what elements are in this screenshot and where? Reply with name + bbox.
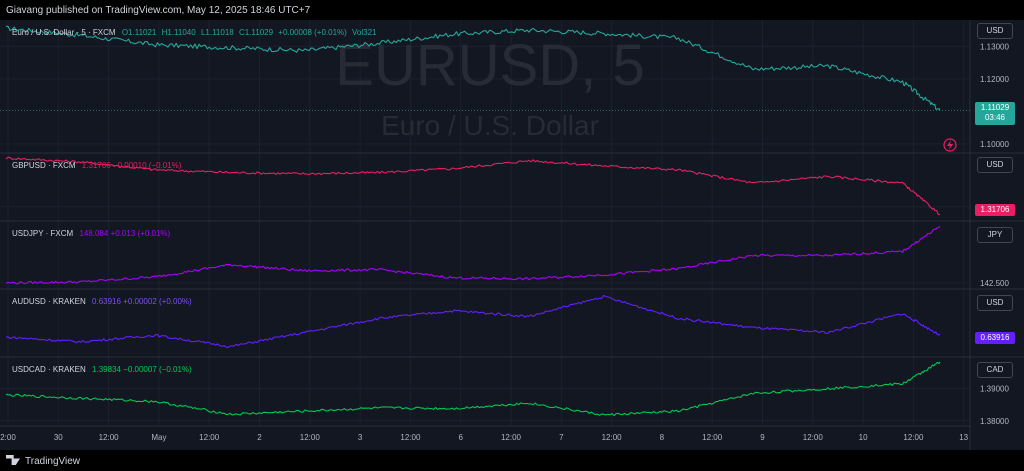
lightning-icon[interactable]: [943, 138, 957, 152]
time-tick-label: May: [151, 433, 166, 442]
tradingview-logo-text: TradingView: [25, 456, 81, 467]
series-line-gbpusd: [5, 156, 941, 216]
time-axis-ticks: 2:00 30 12:00 May 12:00 2 12:00 3 12:00 6 12:00 7 12…: [0, 433, 968, 442]
bar-countdown: 03:46: [984, 113, 1006, 122]
price-tick-label: 1.38000: [980, 417, 1009, 426]
legend-quote: 1.39834 −0.00007 (−0.01%): [92, 365, 192, 374]
time-tick-label: 12:00: [199, 433, 220, 442]
legend-symbol: AUDUSD · KRAKEN: [12, 297, 86, 306]
time-tick-label: 12:00: [903, 433, 924, 442]
last-price-tag-gbpusd: 1.31706: [975, 204, 1015, 216]
tradingview-logo[interactable]: TradingView: [6, 455, 80, 467]
legend-symbol: GBPUSD · FXCM: [12, 161, 76, 170]
series-line-audusd: [6, 294, 941, 348]
currency-label-cad[interactable]: CAD: [977, 362, 1013, 378]
publish-header-text: Giavang published on TradingView.com, Ma…: [6, 5, 311, 16]
legend-gbpusd: GBPUSD · FXCM 1.31706 −0.00010 (−0.01%): [12, 161, 181, 170]
legend-symbol: USDCAD · KRAKEN: [12, 365, 86, 374]
series-lines: [0, 25, 970, 417]
time-tick-label: 2: [257, 433, 262, 442]
pane-separators[interactable]: [0, 20, 1024, 450]
legend-open: O1.11021: [121, 28, 157, 37]
currency-label-usd[interactable]: USD: [977, 157, 1013, 173]
multi-pane-chart[interactable]: EURUSD, 5 Euro / U.S. Dollar 1.13000 1.12…: [0, 20, 1024, 450]
price-tick-label: 1.10000: [980, 140, 1009, 149]
legend-symbol: Euro / U.S. Dollar · 5 · FXCM: [12, 28, 116, 37]
legend-usdcad: USDCAD · KRAKEN 1.39834 −0.00007 (−0.01%…: [12, 365, 192, 374]
time-tick-label: 12:00: [602, 433, 623, 442]
tradingview-logo-icon: [6, 455, 20, 465]
watermark-name: Euro / U.S. Dollar: [381, 110, 599, 141]
price-tick-label: 142.500: [980, 279, 1009, 288]
time-tick-label: 12:00: [501, 433, 522, 442]
time-tick-label: 2:00: [0, 433, 16, 442]
legend-quote: 1.31706 −0.00010 (−0.01%): [81, 161, 182, 170]
legend-close: C1.11029: [238, 28, 274, 37]
time-tick-label: 3: [358, 433, 363, 442]
price-tick-label: 1.39000: [980, 385, 1009, 394]
legend-symbol: USDJPY · FXCM: [12, 229, 74, 238]
time-tick-label: 30: [54, 433, 63, 442]
currency-label-usd[interactable]: USD: [977, 23, 1013, 39]
series-line-usdjpy: [5, 225, 941, 285]
time-tick-label: 12:00: [300, 433, 321, 442]
price-tick-label: 1.13000: [980, 42, 1009, 51]
legend-low: L1.11018: [200, 28, 234, 37]
time-tick-label: 13: [959, 433, 968, 442]
time-tick-label: 6: [458, 433, 463, 442]
chart-frame[interactable]: EURUSD, 5 Euro / U.S. Dollar 1.13000 1.12…: [0, 20, 1024, 450]
last-price-tag-eurusd: 1.11029 03:46: [975, 102, 1015, 125]
currency-label-usd[interactable]: USD: [977, 295, 1013, 311]
legend-change: +0.00008 (+0.01%): [278, 28, 347, 37]
legend-quote: 0.63916 +0.00002 (+0.00%): [92, 297, 192, 306]
currency-label-jpy[interactable]: JPY: [977, 227, 1013, 243]
legend-high: H1.11040: [161, 28, 196, 37]
time-tick-label: 8: [660, 433, 665, 442]
time-tick-label: 10: [859, 433, 868, 442]
time-tick-label: 12:00: [400, 433, 421, 442]
last-price-value: 1.11029: [980, 103, 1010, 112]
legend-eurusd: Euro / U.S. Dollar · 5 · FXCM O1.11021 H…: [12, 28, 377, 37]
price-tick-label: 1.12000: [980, 75, 1009, 84]
legend-volume: Vol321: [352, 28, 377, 37]
legend-usdjpy: USDJPY · FXCM 148.084 +0.013 (+0.01%): [12, 229, 170, 238]
time-tick-label: 12:00: [99, 433, 120, 442]
last-price-tag-audusd: 0.63916: [975, 332, 1015, 344]
footer-bar: TradingView: [0, 450, 1024, 471]
series-line-eurusd: [6, 25, 941, 111]
time-tick-label: 9: [760, 433, 765, 442]
legend-quote: 148.084 +0.013 (+0.01%): [79, 229, 171, 238]
lightning-icon-bolt: [947, 140, 953, 150]
time-tick-label: 12:00: [803, 433, 824, 442]
time-tick-label: 12:00: [702, 433, 723, 442]
grid-lines: [0, 20, 970, 426]
publish-header-bar: Giavang published on TradingView.com, Ma…: [0, 0, 1024, 20]
series-line-usdcad: [5, 361, 941, 417]
watermark-symbol: EURUSD, 5: [335, 33, 644, 98]
legend-audusd: AUDUSD · KRAKEN 0.63916 +0.00002 (+0.00%…: [12, 297, 192, 306]
time-tick-label: 7: [559, 433, 564, 442]
